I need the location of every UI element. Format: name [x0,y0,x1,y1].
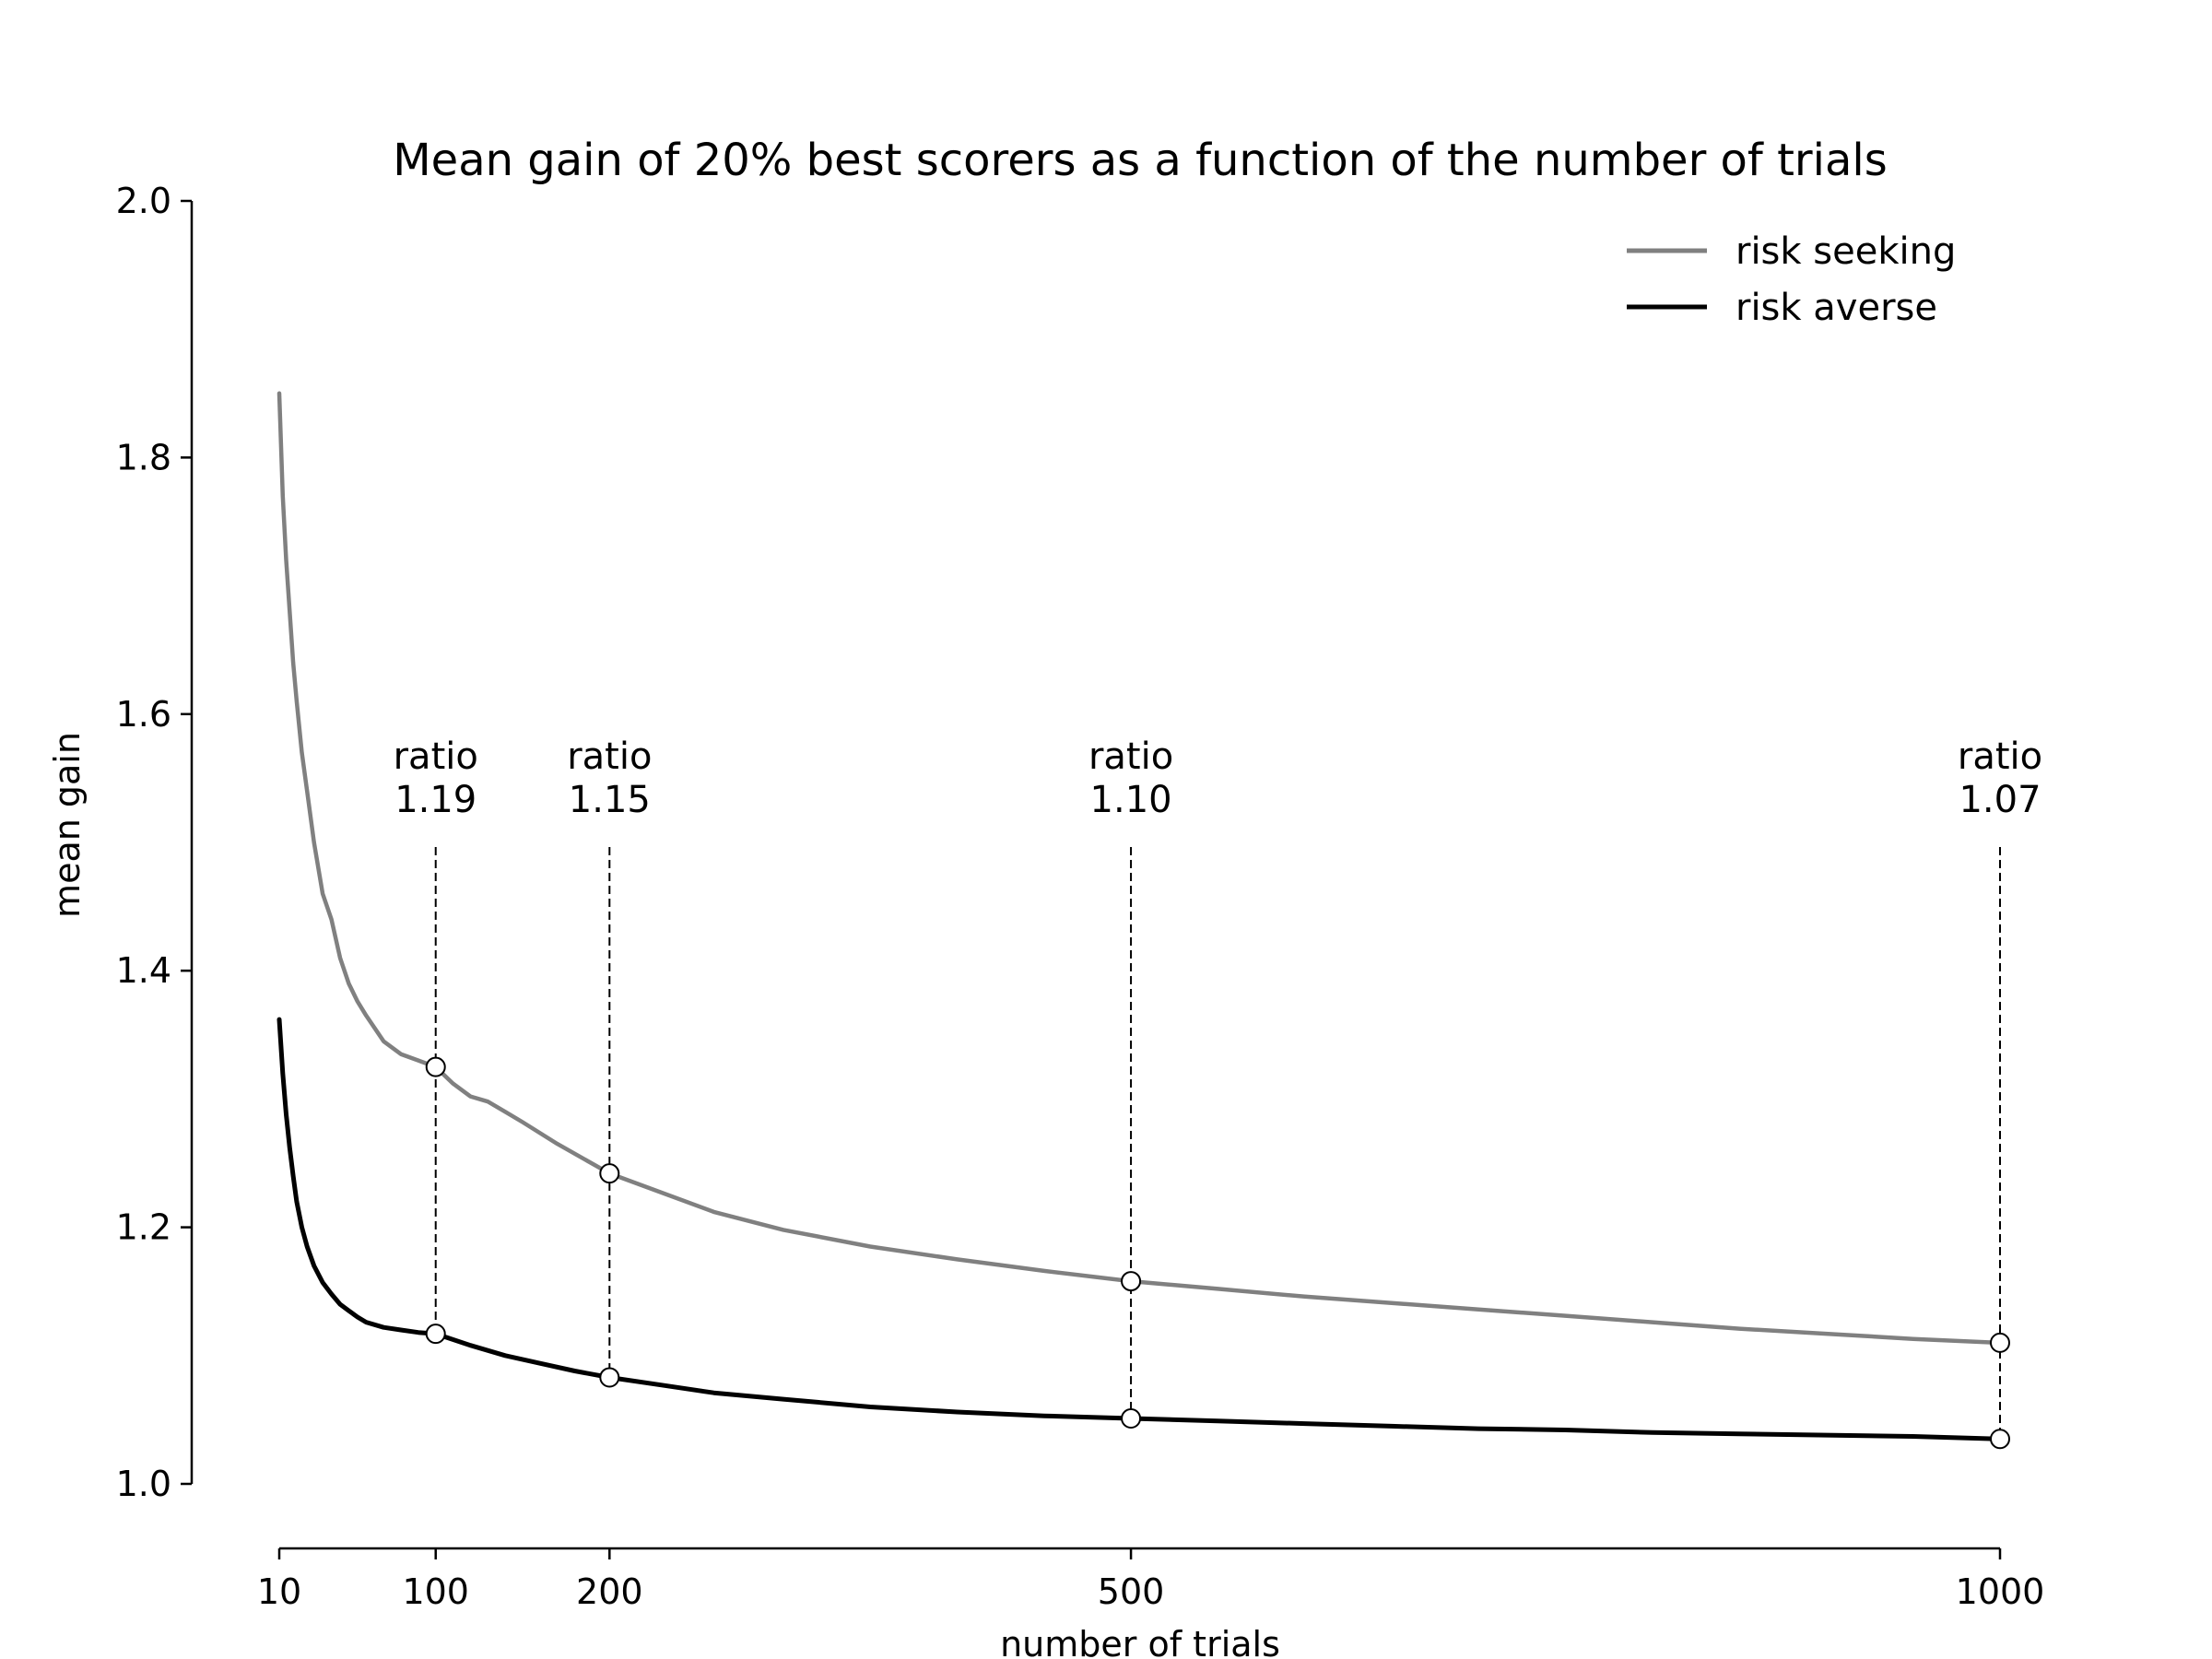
y-tick-label: 1.4 [116,950,171,991]
legend: risk seeking risk averse [1627,230,1956,329]
ratio-label: ratio [394,735,478,778]
chart-title: Mean gain of 20% best scorers as a funct… [393,135,1887,186]
series-lines [276,391,2003,1441]
marker-risk-averse [425,1324,446,1345]
ratio-markers [425,1056,2010,1450]
marker-risk-averse [1121,1408,1142,1430]
y-tick-label: 1.0 [116,1464,171,1504]
x-axis: 10 100 200 500 1000 [257,1547,2045,1612]
ratio-value: 1.10 [1090,779,1172,821]
ratio-label: ratio [1958,735,2042,778]
y-tick-label: 2.0 [116,181,171,221]
ratio-value: 1.15 [569,779,651,821]
x-tick-label: 10 [257,1571,301,1612]
marker-risk-seeking [599,1163,620,1184]
ratio-value: 1.19 [394,779,477,821]
y-tick-label: 1.6 [116,694,171,735]
y-axis: 1.0 1.2 1.4 1.6 1.8 2.0 [116,181,194,1504]
marker-risk-seeking [425,1056,446,1077]
series-line-risk-seeking [276,391,2003,1346]
x-tick-label: 100 [402,1571,469,1612]
x-tick-label: 1000 [1956,1571,2045,1612]
y-axis-title: mean gain [47,732,88,918]
marker-risk-seeking [1121,1271,1142,1292]
x-axis-title: number of trials [1000,1624,1280,1659]
marker-risk-seeking [1990,1332,2010,1353]
y-tick-label: 1.2 [116,1207,171,1248]
marker-risk-averse [1990,1429,2010,1450]
ratio-guide-lines [434,847,2001,1440]
ratio-label: ratio [1088,735,1173,778]
legend-label-risk-averse: risk averse [1735,287,1937,329]
marker-risk-averse [599,1367,620,1388]
y-tick-label: 1.8 [116,437,171,477]
x-tick-label: 200 [576,1571,643,1612]
legend-label-risk-seeking: risk seeking [1735,230,1956,273]
ratio-label: ratio [567,735,652,778]
x-tick-label: 500 [1098,1571,1165,1612]
series-line-risk-averse [276,1017,2003,1441]
ratio-value: 1.07 [1959,779,2041,821]
